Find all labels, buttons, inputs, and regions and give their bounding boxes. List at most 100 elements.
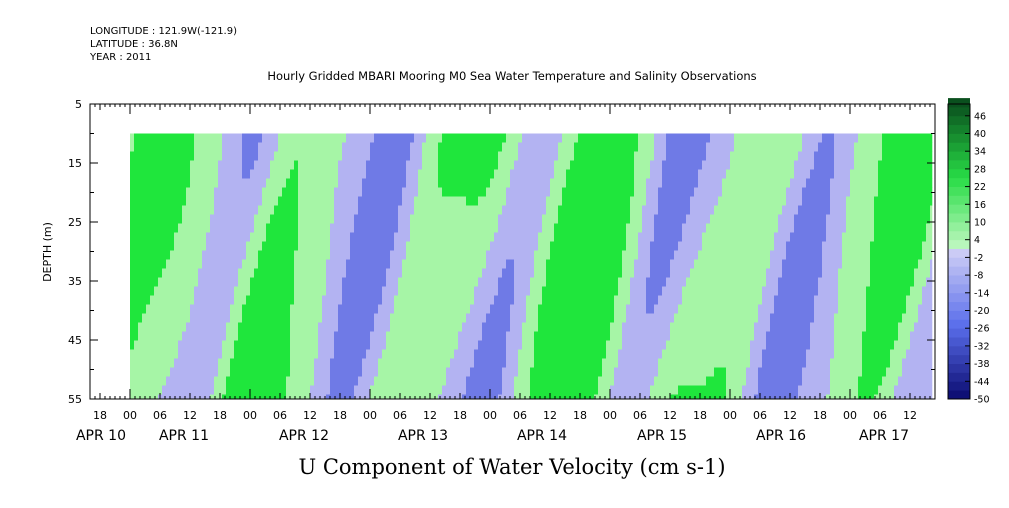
heatmap-cell [454,313,459,323]
heatmap-cell [650,313,655,323]
heatmap-cell [678,340,683,350]
heatmap-cell [606,394,611,400]
heatmap-cell [302,151,307,161]
heatmap-cell [766,187,771,197]
heatmap-cell [318,151,323,161]
heatmap-cell [754,376,759,386]
heatmap-cell [610,187,615,197]
heatmap-cell [738,286,743,296]
heatmap-cell [170,178,175,188]
heatmap-cell [334,151,339,161]
heatmap-cell [358,268,363,278]
heatmap-cell [666,259,671,269]
heatmap-cell [458,232,463,242]
heatmap-cell [142,250,147,260]
heatmap-cell [190,142,195,152]
heatmap-cell [678,259,683,269]
heatmap-cell [358,178,363,188]
heatmap-cell [630,394,635,400]
heatmap-cell [774,286,779,296]
heatmap-cell [514,268,519,278]
heatmap-cell [154,169,159,179]
heatmap-cell [386,214,391,224]
heatmap-cell [278,241,283,251]
heatmap-cell [406,286,411,296]
heatmap-cell [538,178,543,188]
heatmap-cell [178,241,183,251]
heatmap-cell [446,286,451,296]
heatmap-cell [358,376,363,386]
heatmap-cell [142,196,147,206]
heatmap-cell [430,304,435,314]
heatmap-cell [574,340,579,350]
heatmap-cell [590,277,595,287]
heatmap-cell [790,340,795,350]
heatmap-cell [186,313,191,323]
heatmap-cell [422,205,427,215]
heatmap-cell [482,304,487,314]
heatmap-cell [782,160,787,170]
heatmap-cell [458,133,463,143]
heatmap-cell [238,304,243,314]
heatmap-cell [430,340,435,350]
heatmap-cell [298,133,303,143]
heatmap-cell [186,169,191,179]
heatmap-cell [746,385,751,395]
heatmap-cell [438,376,443,386]
heatmap-cell [582,268,587,278]
heatmap-cell [318,214,323,224]
heatmap-cell [146,358,151,368]
heatmap-cell [230,394,235,400]
heatmap-cell [366,349,371,359]
heatmap-cell [770,259,775,269]
heatmap-cell [162,349,167,359]
heatmap-cell [162,331,167,341]
heatmap-cell [674,268,679,278]
heatmap-cell [286,232,291,242]
heatmap-cell [278,232,283,242]
heatmap-cell [770,376,775,386]
heatmap-cell [382,313,387,323]
heatmap-cell [438,340,443,350]
heatmap-cell [422,277,427,287]
heatmap-cell [142,385,147,395]
heatmap-cell [598,358,603,368]
heatmap-cell [342,259,347,269]
heatmap-cell [542,250,547,260]
heatmap-cell [346,331,351,341]
heatmap-cell [462,133,467,143]
heatmap-cell [738,178,743,188]
heatmap-cell [638,196,643,206]
heatmap-cell [194,232,199,242]
heatmap-cell [234,241,239,251]
heatmap-cell [654,313,659,323]
heatmap-cell [410,205,415,215]
heatmap-cell [202,268,207,278]
heatmap-cell [222,178,227,188]
heatmap-cell [382,385,387,395]
heatmap-cell [726,286,731,296]
heatmap-cell [766,169,771,179]
heatmap-cell [254,394,259,400]
heatmap-cell [602,250,607,260]
heatmap-cell [766,313,771,323]
heatmap-cell [410,232,415,242]
heatmap-cell [178,250,183,260]
heatmap-cell [418,313,423,323]
heatmap-cell [278,259,283,269]
heatmap-cell [578,304,583,314]
heatmap-cell [406,241,411,251]
heatmap-cell [658,259,663,269]
heatmap-cell [630,340,635,350]
heatmap-cell [182,367,187,377]
heatmap-cell [270,385,275,395]
heatmap-cell [470,142,475,152]
heatmap-cell [258,340,263,350]
heatmap-cell [642,160,647,170]
heatmap-cell [710,160,715,170]
heatmap-cell [166,385,171,395]
heatmap-cell [698,367,703,377]
heatmap-cell [226,385,231,395]
heatmap-cell [466,295,471,305]
heatmap-cell [302,349,307,359]
